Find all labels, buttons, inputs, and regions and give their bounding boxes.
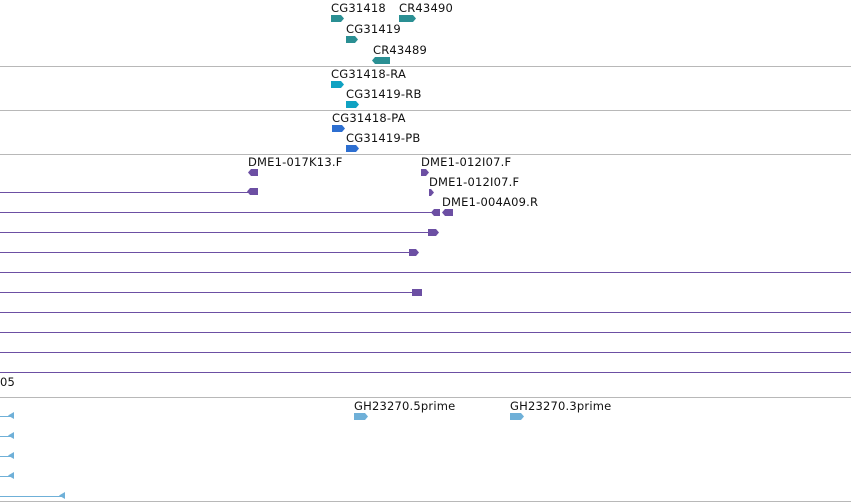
feature-label: CR43489 [373, 43, 428, 57]
partial-feature-label: 05 [0, 375, 16, 389]
bac-arrow-left [431, 209, 440, 216]
est-arrow-left [59, 492, 65, 499]
feature-label: DME1-004A09.R [442, 195, 539, 209]
est-span-line [0, 436, 12, 437]
clone-span-line [0, 312, 851, 313]
est-span-line [0, 496, 62, 497]
feature-label: CG31418 [331, 1, 386, 15]
bac-arrow-right [428, 229, 439, 236]
protein-arrow-right [346, 145, 359, 152]
bac-arrow-left [442, 209, 453, 216]
est-span-line [0, 476, 12, 477]
est-arrow-left [8, 432, 14, 439]
est-arrow-right [354, 413, 368, 420]
clone-span-line [0, 332, 851, 333]
clone-span-line [0, 272, 851, 273]
clone-span-line [0, 252, 411, 253]
clone-span-line [0, 192, 250, 193]
clone-span-line [0, 212, 432, 213]
clone-span-line [0, 352, 851, 353]
feature-label: CG31419 [346, 22, 401, 36]
est-arrow-right [510, 413, 524, 420]
bac-arrow-right [421, 169, 429, 176]
feature-label: GH23270.3prime [510, 399, 612, 413]
gene-arrow-right [346, 36, 358, 43]
feature-label: CG31419-PB [346, 131, 421, 145]
est-span-line [0, 456, 12, 457]
est-arrow-left [8, 452, 14, 459]
bac-end-box [412, 289, 422, 296]
est-arrow-left [8, 412, 14, 419]
clone-span-line [0, 292, 414, 293]
est-arrow-left [8, 472, 14, 479]
gene-arrow-left [372, 57, 390, 64]
track-separator [0, 501, 851, 502]
transcript-arrow-right [331, 81, 344, 88]
feature-label: CG31418-PA [332, 111, 406, 125]
protein-arrow-right [332, 125, 345, 132]
track-separator [0, 66, 851, 67]
feature-label: CG31418-RA [331, 67, 407, 81]
bac-arrow-left [248, 169, 258, 176]
feature-label: CG31419-RB [346, 87, 422, 101]
feature-label: GH23270.5prime [354, 399, 456, 413]
clone-span-line [0, 372, 851, 373]
feature-label: DME1-012I07.F [429, 175, 520, 189]
track-separator [0, 397, 851, 398]
feature-label: DME1-012I07.F [421, 155, 512, 169]
track-separator [0, 110, 851, 111]
gene-arrow-right [331, 15, 344, 22]
bac-arrow-right [409, 249, 419, 256]
bac-arrow-left [247, 188, 258, 195]
bac-arrow-right [429, 189, 434, 196]
track-separator [0, 154, 851, 155]
feature-label: CR43490 [399, 1, 454, 15]
transcript-arrow-right [346, 101, 359, 108]
gene-arrow-right [399, 15, 416, 22]
est-span-line [0, 416, 12, 417]
clone-span-line [0, 232, 430, 233]
feature-label: DME1-017K13.F [248, 155, 343, 169]
